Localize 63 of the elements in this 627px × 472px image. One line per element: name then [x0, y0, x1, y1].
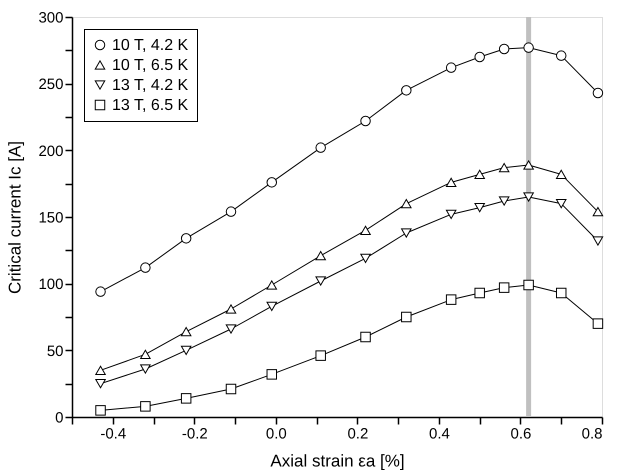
point: [556, 288, 566, 298]
x-tick-label: 0.6: [510, 426, 532, 442]
point: [498, 282, 510, 293]
point: [360, 226, 371, 235]
point: [140, 364, 151, 374]
point: [498, 163, 510, 172]
point: [446, 210, 456, 219]
x-tick-label: -0.2: [182, 426, 208, 442]
legend-label: 10 T, 6.5 K: [112, 57, 189, 74]
point: [523, 192, 534, 202]
point: [95, 379, 106, 388]
point: [315, 276, 326, 286]
point: [446, 294, 456, 305]
y-tick-label: 150: [38, 210, 64, 226]
point: [95, 366, 106, 375]
point: [266, 280, 278, 290]
x-axis-title: Axial strain εa [%]: [270, 452, 405, 470]
point: [592, 318, 604, 329]
x-tick-label: 0.4: [428, 426, 450, 442]
x-tick-label: 0.0: [266, 426, 287, 442]
point: [180, 393, 192, 404]
legend-label: 13 T, 4.2 K: [112, 77, 189, 94]
y-tick-label: 300: [38, 10, 64, 26]
point: [266, 302, 278, 311]
point: [226, 304, 236, 314]
point: [315, 251, 326, 260]
point: [180, 327, 192, 336]
point: [474, 170, 485, 179]
point: [315, 350, 326, 361]
x-tick-label: -0.4: [100, 426, 126, 442]
point: [401, 228, 412, 238]
point: [226, 384, 236, 394]
point: [556, 170, 566, 179]
y-tick-label: 100: [38, 276, 64, 294]
y-tick-label: 200: [38, 142, 64, 160]
point: [360, 254, 371, 263]
y-tick-label: 50: [46, 342, 64, 360]
point: [556, 199, 566, 208]
point: [474, 203, 485, 212]
point: [592, 236, 604, 246]
y-tick-label: 250: [38, 76, 64, 94]
y-axis-title: Critical current Ic [A]: [5, 140, 24, 294]
point: [95, 405, 106, 416]
point: [474, 288, 485, 298]
point: [226, 324, 236, 334]
point: [523, 280, 534, 290]
point: [498, 196, 510, 206]
x-tick-label: 0.2: [347, 426, 368, 442]
point: [140, 350, 151, 359]
point: [523, 42, 534, 53]
point: [266, 369, 278, 380]
point: [401, 312, 412, 322]
legend-label: 10 T, 4.2 K: [112, 37, 189, 54]
legend-label: 13 T, 6.5 K: [112, 97, 189, 114]
point: [180, 346, 192, 355]
point: [446, 178, 456, 187]
x-tick-label: 0.8: [582, 426, 602, 442]
point: [140, 401, 151, 412]
point: [592, 207, 604, 216]
point: [523, 160, 534, 170]
y-tick-label: 0: [55, 410, 64, 426]
point: [401, 199, 412, 208]
point: [360, 332, 371, 342]
